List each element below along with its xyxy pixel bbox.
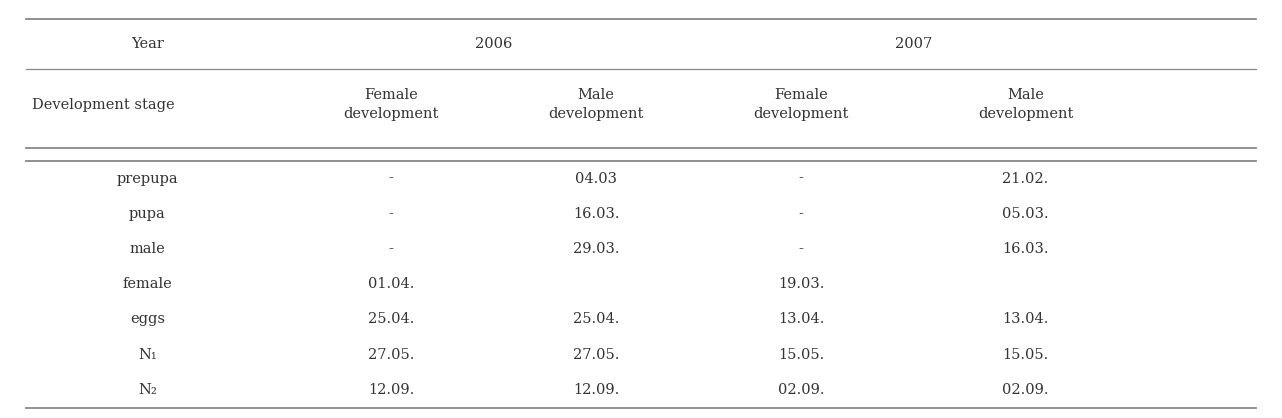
- Text: 15.05.: 15.05.: [778, 348, 824, 362]
- Text: 21.02.: 21.02.: [1003, 171, 1049, 186]
- Text: -: -: [388, 171, 394, 186]
- Text: 16.03.: 16.03.: [573, 207, 619, 221]
- Text: 25.04.: 25.04.: [573, 313, 619, 326]
- Text: 05.03.: 05.03.: [1003, 207, 1049, 221]
- Text: Year: Year: [131, 37, 164, 51]
- Text: -: -: [799, 242, 804, 256]
- Text: 16.03.: 16.03.: [1003, 242, 1049, 256]
- Text: Female
development: Female development: [754, 88, 849, 121]
- Text: eggs: eggs: [129, 313, 165, 326]
- Text: -: -: [799, 171, 804, 186]
- Text: 13.04.: 13.04.: [778, 313, 824, 326]
- Text: 02.09.: 02.09.: [778, 383, 824, 397]
- Text: pupa: pupa: [129, 207, 165, 221]
- Text: 12.09.: 12.09.: [573, 383, 619, 397]
- Text: female: female: [123, 277, 172, 291]
- Text: prepupa: prepupa: [117, 171, 178, 186]
- Text: 01.04.: 01.04.: [368, 277, 414, 291]
- Text: Male
development: Male development: [978, 88, 1073, 121]
- Text: Female
development: Female development: [344, 88, 438, 121]
- Text: -: -: [388, 207, 394, 221]
- Text: 12.09.: 12.09.: [368, 383, 414, 397]
- Text: 29.03.: 29.03.: [573, 242, 619, 256]
- Text: N₂: N₂: [138, 383, 156, 397]
- Text: male: male: [129, 242, 165, 256]
- Text: Male
development: Male development: [549, 88, 644, 121]
- Text: 2007: 2007: [895, 37, 932, 51]
- Text: N₁: N₁: [138, 348, 156, 362]
- Text: 27.05.: 27.05.: [573, 348, 619, 362]
- Text: -: -: [388, 242, 394, 256]
- Text: 27.05.: 27.05.: [368, 348, 414, 362]
- Text: 02.09.: 02.09.: [1003, 383, 1049, 397]
- Text: 2006: 2006: [474, 37, 513, 51]
- Text: 13.04.: 13.04.: [1003, 313, 1049, 326]
- Text: Development stage: Development stage: [32, 97, 174, 112]
- Text: -: -: [799, 207, 804, 221]
- Text: 15.05.: 15.05.: [1003, 348, 1049, 362]
- Text: 19.03.: 19.03.: [778, 277, 824, 291]
- Text: 25.04.: 25.04.: [368, 313, 414, 326]
- Text: 04.03: 04.03: [576, 171, 617, 186]
